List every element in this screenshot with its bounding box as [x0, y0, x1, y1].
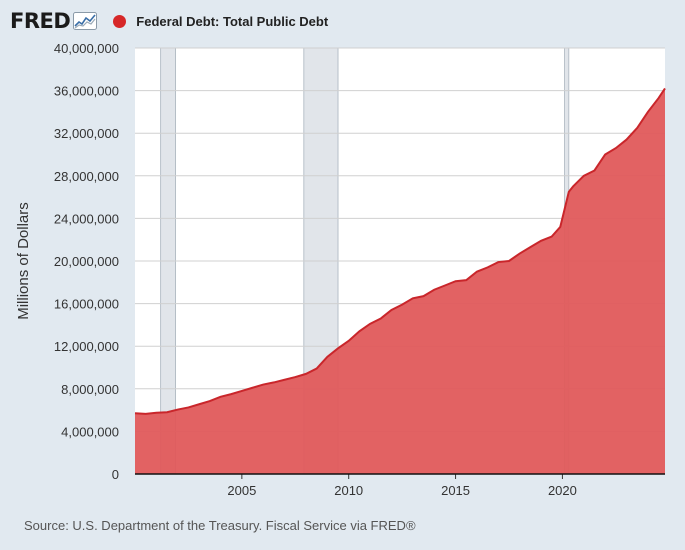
- series-area: [135, 88, 665, 474]
- trend-graph-icon: [73, 12, 98, 30]
- y-tick-label: 24,000,000: [54, 211, 119, 226]
- legend-label: Federal Debt: Total Public Debt: [136, 13, 329, 29]
- y-tick-label: 12,000,000: [54, 339, 119, 354]
- legend: Federal Debt: Total Public Debt: [113, 14, 328, 29]
- y-tick-label: 8,000,000: [61, 382, 119, 397]
- x-tick-label: 2005: [227, 483, 256, 498]
- chart-header: FRED Federal Debt: Total Public Debt: [10, 8, 328, 34]
- source-note: Source: U.S. Department of the Treasury.…: [24, 518, 416, 533]
- series-line: [134, 87, 666, 415]
- y-tick-label: 20,000,000: [54, 254, 119, 269]
- legend-marker: [113, 14, 127, 28]
- x-tick-label: 2015: [441, 483, 470, 498]
- debt-area-chart: 0 4,000,000 8,000,000 12,000,000 16,000,000 2…: [15, 41, 666, 498]
- y-tick-label: 16,000,000: [54, 297, 119, 312]
- y-tick-label: 4,000,000: [61, 424, 119, 439]
- x-tick-label: 2020: [548, 483, 577, 498]
- y-tick-label: 36,000,000: [54, 84, 119, 99]
- fred-logo[interactable]: FRED: [10, 9, 98, 33]
- y-tick-label: 0: [112, 467, 119, 482]
- y-tick-label: 32,000,000: [54, 126, 119, 141]
- fred-logo-text: FRED: [10, 9, 71, 33]
- y-axis-label: Millions of Dollars: [15, 202, 32, 320]
- y-tick-label: 28,000,000: [54, 169, 119, 184]
- x-tick-label: 2010: [334, 483, 363, 498]
- y-tick-label: 40,000,000: [54, 41, 119, 56]
